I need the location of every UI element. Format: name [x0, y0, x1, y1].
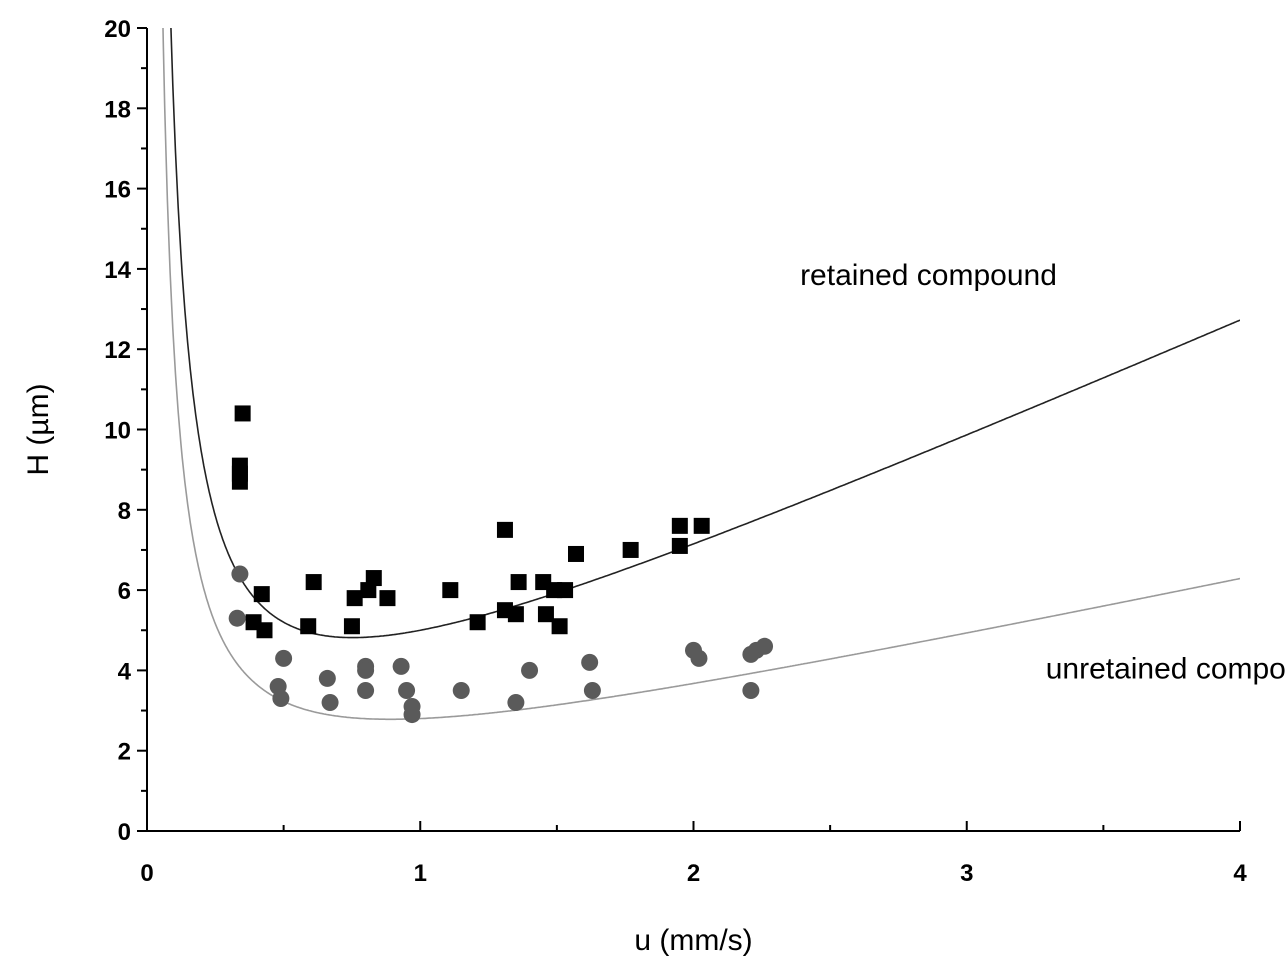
circle-point [742, 681, 760, 699]
square-point [305, 574, 322, 591]
square-point [360, 582, 377, 599]
y-tick-label: 8 [118, 498, 131, 525]
square-point [510, 574, 527, 591]
circle-point [392, 657, 410, 675]
circle-point [756, 637, 774, 655]
y-axis-title: H (µm) [22, 383, 55, 475]
square-point [671, 517, 688, 534]
x-tick-label: 1 [414, 860, 427, 887]
circle-point [357, 661, 375, 679]
square-point [469, 614, 486, 631]
square-point [256, 622, 273, 639]
square-point [365, 570, 382, 587]
square-point [442, 582, 459, 599]
square-point [346, 590, 363, 607]
circle-point [357, 681, 375, 699]
y-tick-label: 14 [104, 257, 131, 284]
x-tick-label: 2 [687, 860, 700, 887]
unretained-compound-label: unretained compound [1046, 652, 1287, 685]
y-tick-label: 0 [118, 819, 131, 846]
circle-point [403, 706, 421, 724]
square-point [671, 537, 688, 554]
square-point [300, 618, 317, 635]
circle-point [398, 681, 416, 699]
x-tick-label: 4 [1233, 860, 1247, 887]
retained-compound-label: retained compound [800, 259, 1057, 292]
fit-curves [162, 28, 1240, 721]
y-tick-label: 20 [104, 16, 131, 43]
square-point [253, 586, 270, 603]
y-tick-label: 12 [104, 337, 131, 364]
circle-point [507, 694, 525, 712]
square-point [379, 590, 396, 607]
data-points [228, 405, 774, 724]
circle-point [275, 649, 293, 667]
circle-point [583, 681, 601, 699]
square-point [234, 405, 251, 422]
circle-point [228, 609, 246, 627]
square-point [551, 618, 568, 635]
circle-point [272, 690, 290, 708]
square-point [537, 606, 554, 623]
y-tick-label: 6 [118, 578, 131, 605]
circle-point [321, 694, 339, 712]
square-point [496, 521, 513, 538]
fit-curve-retained [170, 28, 1240, 639]
circle-point [690, 649, 708, 667]
x-axis-title: u (mm/s) [634, 924, 752, 957]
y-tick-label: 16 [104, 177, 131, 204]
y-tick-label: 4 [118, 658, 132, 685]
circle-point [318, 669, 336, 687]
x-tick-label: 3 [960, 860, 973, 887]
circle-point [581, 653, 599, 671]
square-point [507, 606, 524, 623]
square-point [693, 517, 710, 534]
y-tick-label: 2 [118, 739, 131, 766]
square-point [343, 618, 360, 635]
y-tick-label: 10 [104, 418, 131, 445]
circle-point [521, 661, 539, 679]
axes [137, 27, 1241, 832]
square-point [231, 473, 248, 490]
fit-curve-unretained [162, 28, 1240, 721]
square-point [557, 582, 574, 599]
x-tick-label: 0 [140, 860, 153, 887]
circle-point [452, 681, 470, 699]
square-point [568, 545, 585, 562]
square-point [622, 541, 639, 558]
y-tick-label: 18 [104, 96, 131, 123]
circle-point [231, 565, 249, 583]
